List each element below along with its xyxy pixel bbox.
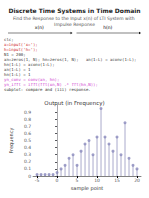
svg-text:x=input('x=');: x=input('x='); [4,42,38,47]
svg-text:subplot: compare and (iii) res: subplot: compare and (iii) response. [4,87,91,92]
svg-text:hn(1:L) = xconv(1:L);: hn(1:L) = xconv(1:L); [4,62,55,67]
svg-text:Frequency: Frequency [8,128,15,154]
svg-text:0.9: 0.9 [24,110,31,115]
svg-text:0.7: 0.7 [24,124,31,129]
svg-text:-5: -5 [35,178,40,183]
svg-text:xn=zeros(1, N); hn=zeros(1, N): xn=zeros(1, N); hn=zeros(1, N); xn(1:L) … [4,57,139,62]
svg-text:15: 15 [114,178,120,183]
svg-text:0.8: 0.8 [24,117,31,122]
svg-text:0: 0 [56,178,59,183]
svg-text:sample point: sample point [71,185,104,192]
svg-text:yn_conv = conv(xn, hn);: yn_conv = conv(xn, hn); [4,77,60,82]
svg-text:clc;: clc; [4,37,14,42]
svg-text:10: 10 [94,178,100,183]
svg-text:5: 5 [76,178,79,183]
svg-text:h=input('h=');: h=input('h='); [4,47,38,52]
svg-text:0.2: 0.2 [24,159,31,164]
svg-text:Discrete Time Systems in Time: Discrete Time Systems in Time Domain [8,7,140,15]
svg-text:x(n): x(n) [35,25,44,30]
svg-text:yn_ifft = ifft(fft(xn,N) .* ff: yn_ifft = ifft(fft(xn,N) .* fft(hn,N)); [4,82,98,87]
svg-text:N1 = 200;: N1 = 200; [4,52,26,57]
svg-text:xn(1:L) = 1: xn(1:L) = 1 [4,67,31,72]
svg-text:0.5: 0.5 [24,138,31,143]
svg-text:0.3: 0.3 [24,152,31,157]
svg-text:0: 0 [28,174,31,179]
svg-text:0.6: 0.6 [24,131,31,136]
svg-text:hn(1:L) = 1: hn(1:L) = 1 [4,72,31,77]
svg-text:Output (in Frequency): Output (in Frequency) [44,100,104,107]
svg-text:0.1: 0.1 [24,166,31,171]
svg-text:h(n): h(n) [103,25,112,30]
svg-text:Find the Response to the Input: Find the Response to the Input x(n) of L… [13,16,136,21]
svg-text:20: 20 [134,178,140,183]
svg-text:0.4: 0.4 [24,145,31,150]
svg-text:Impulse Response: Impulse Response [54,22,95,27]
